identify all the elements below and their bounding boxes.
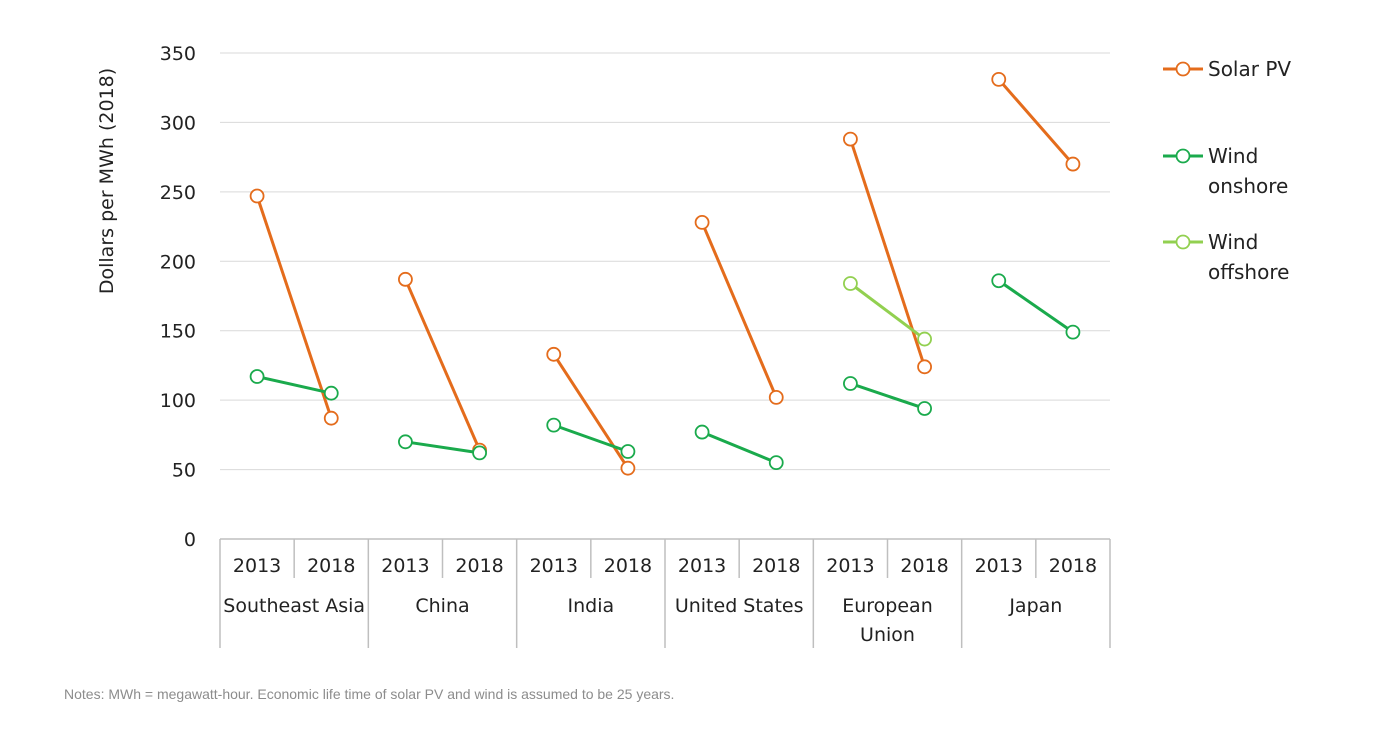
legend-marker	[1175, 234, 1191, 250]
y-tick-label: 200	[160, 251, 196, 273]
legend-label: offshore	[1208, 260, 1289, 284]
y-axis-label: Dollars per MWh (2018)	[96, 68, 118, 294]
series-line	[997, 78, 1075, 166]
x-tick-label: 2018	[1049, 555, 1097, 577]
data-point	[694, 424, 710, 440]
data-point	[1065, 156, 1081, 172]
data-point	[249, 369, 265, 384]
x-tick-label: 2013	[826, 555, 874, 577]
series-line	[405, 440, 480, 455]
series-line	[700, 221, 778, 398]
legend: Solar PV Wind onshore Wind offshore	[1163, 57, 1291, 284]
x-axis: 2013 2018 Southeast Asia 2013 2018 China 2013 2…	[219, 538, 1111, 648]
gridlines	[220, 52, 1110, 471]
data-point	[843, 276, 858, 291]
x-group-label: Union	[860, 624, 915, 646]
x-tick-label: 2018	[752, 555, 800, 577]
data-point	[398, 434, 413, 450]
y-tick-label: 300	[160, 112, 196, 134]
x-tick-label: 2018	[900, 555, 948, 577]
data-point	[323, 410, 339, 426]
series-line	[997, 279, 1074, 334]
data-point	[917, 401, 932, 416]
legend-label: onshore	[1208, 174, 1288, 198]
legend-marker	[1175, 148, 1191, 164]
x-tick-label: 2013	[381, 555, 429, 577]
series-lines	[249, 71, 1081, 476]
data-point	[546, 417, 562, 433]
data-point	[694, 215, 710, 230]
data-point	[843, 376, 858, 391]
x-group-label: India	[568, 595, 615, 617]
series-line	[553, 423, 629, 453]
data-point	[917, 359, 932, 375]
y-tick-label: 100	[160, 390, 196, 412]
legend-label: Wind	[1208, 230, 1258, 254]
y-tick-label: 350	[160, 43, 196, 65]
legend-marker	[1175, 61, 1191, 77]
data-point	[398, 271, 413, 287]
series-line	[701, 430, 777, 465]
data-point	[620, 460, 636, 476]
y-axis: 0 50 100 150 200 250 300 350	[160, 43, 196, 551]
x-group-label: European	[842, 595, 933, 617]
y-tick-label: 50	[172, 460, 196, 482]
series-line	[256, 375, 332, 395]
x-tick-label: 2013	[530, 555, 578, 577]
x-group-label: China	[415, 595, 469, 617]
x-tick-label: 2018	[455, 555, 503, 577]
x-tick-label: 2018	[307, 555, 355, 577]
chart: 0 50 100 150 200 250 300 350 Dollars per MWh (2…	[96, 43, 1291, 648]
x-group-label: Southeast Asia	[223, 595, 365, 617]
series-line	[255, 195, 333, 419]
data-point	[249, 188, 265, 204]
x-tick-label: 2013	[975, 555, 1023, 577]
data-point	[546, 346, 562, 362]
x-tick-label: 2018	[604, 555, 652, 577]
y-tick-label: 0	[184, 529, 196, 551]
legend-label: Wind	[1208, 144, 1258, 168]
x-group-label: United States	[675, 595, 804, 617]
data-point	[768, 389, 784, 405]
x-group-label: Japan	[1008, 595, 1062, 617]
data-point	[991, 71, 1007, 87]
series-line	[849, 282, 926, 341]
chart-notes: Notes: MWh = megawatt-hour. Economic lif…	[64, 686, 675, 702]
series-line	[849, 382, 926, 410]
y-tick-label: 250	[160, 182, 196, 204]
series-line	[552, 353, 630, 470]
data-point	[991, 273, 1007, 289]
data-point	[768, 455, 784, 471]
series-line	[404, 278, 481, 451]
y-tick-label: 150	[160, 321, 196, 343]
data-point	[620, 444, 636, 459]
data-point	[472, 445, 487, 461]
x-tick-label: 2013	[233, 555, 281, 577]
data-point	[1065, 324, 1081, 340]
legend-label: Solar PV	[1208, 57, 1291, 81]
series-line	[848, 138, 927, 368]
data-point	[323, 385, 339, 401]
data-point	[917, 331, 932, 347]
x-tick-label: 2013	[678, 555, 726, 577]
data-point	[843, 131, 858, 147]
